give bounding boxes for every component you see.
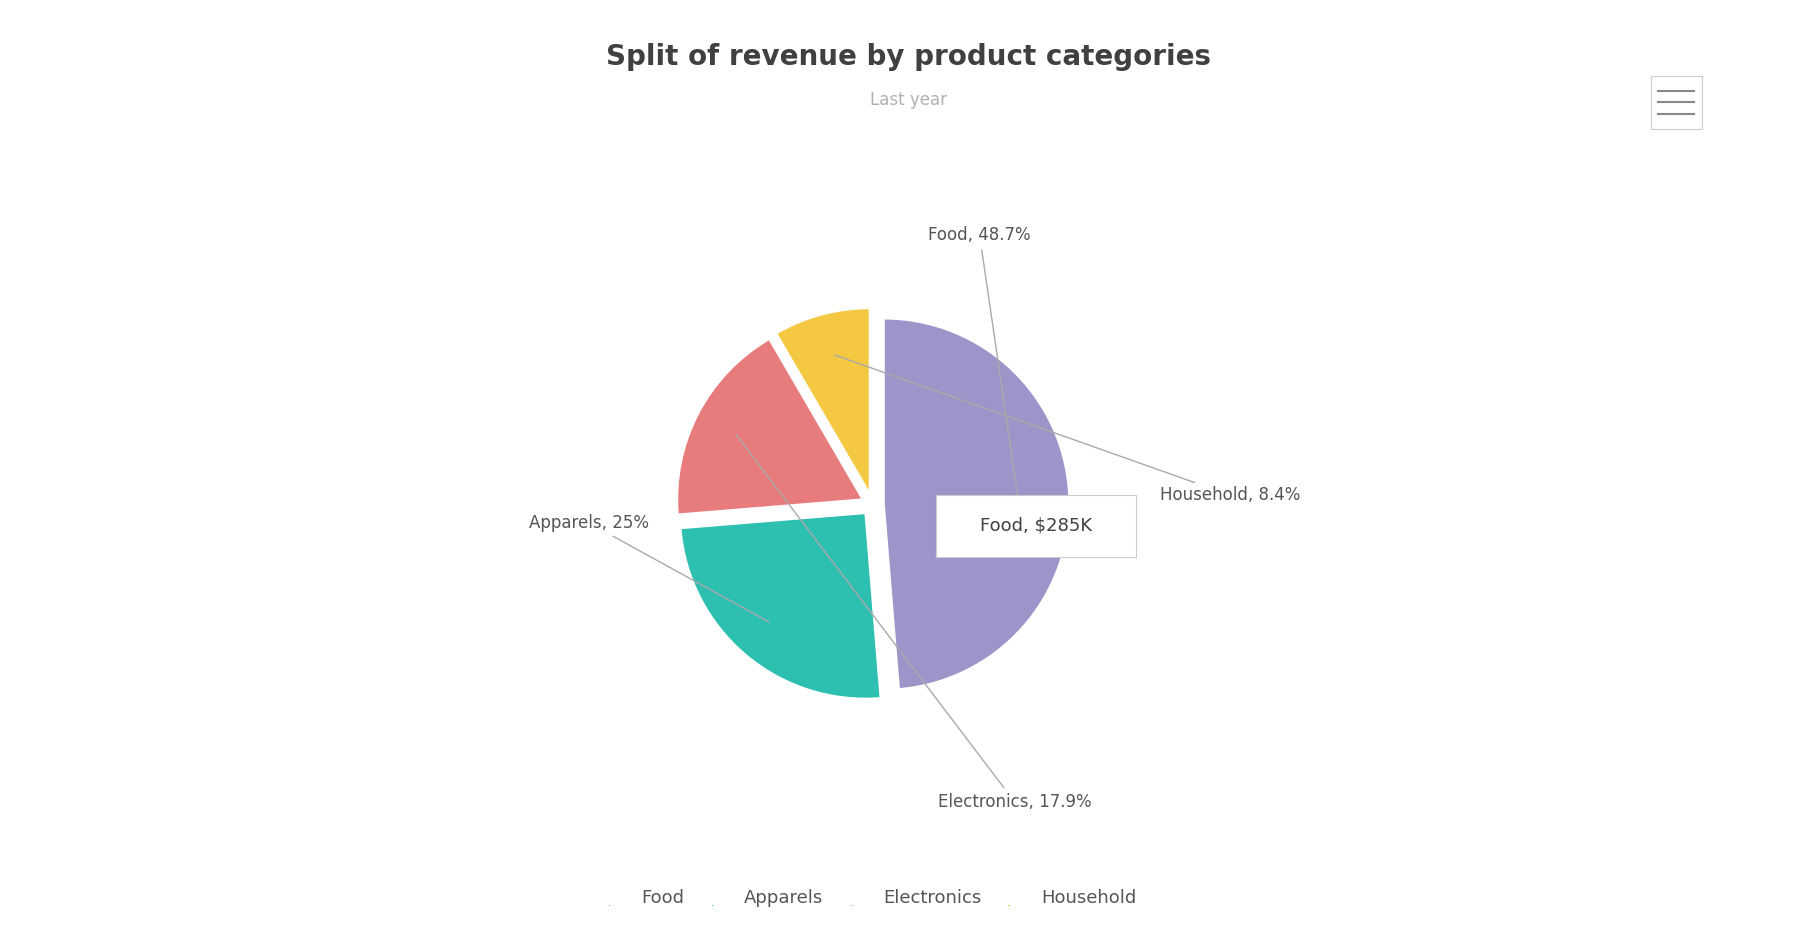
Legend: Food, Apparels, Electronics, Household: Food, Apparels, Electronics, Household <box>602 881 1144 915</box>
Wedge shape <box>680 513 880 699</box>
Text: Food, $285K: Food, $285K <box>980 517 1093 535</box>
Text: Food, 48.7%: Food, 48.7% <box>929 227 1031 496</box>
Wedge shape <box>676 339 864 515</box>
Wedge shape <box>884 319 1069 689</box>
Wedge shape <box>776 308 869 494</box>
Text: Apparels, 25%: Apparels, 25% <box>529 514 769 622</box>
Text: Electronics, 17.9%: Electronics, 17.9% <box>736 435 1091 810</box>
Text: Split of revenue by product categories: Split of revenue by product categories <box>607 43 1211 71</box>
Text: Last year: Last year <box>871 91 947 109</box>
Text: Household, 8.4%: Household, 8.4% <box>834 355 1300 505</box>
